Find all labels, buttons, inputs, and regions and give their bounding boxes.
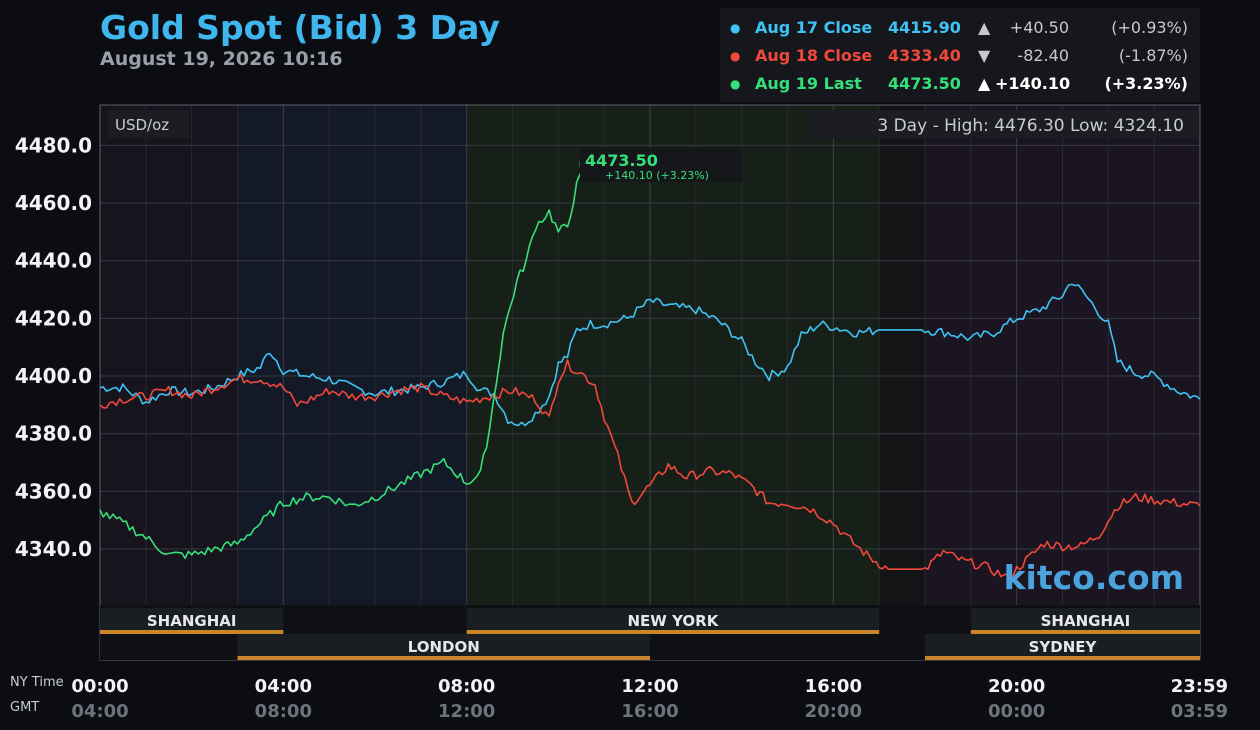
x-tick-ny: 08:00 — [438, 676, 495, 697]
legend-value: 4333.40 — [888, 46, 961, 65]
newyork-band — [466, 105, 880, 605]
legend-pct: (+3.23%) — [1104, 74, 1188, 93]
legend-value: 4473.50 — [888, 74, 961, 93]
series-line-aug-17 — [99, 283, 1201, 427]
session-box — [237, 634, 650, 656]
unit-label: USD/oz — [115, 116, 169, 134]
x-tick-gmt: 03:59 — [1171, 701, 1228, 722]
closed-band — [879, 105, 925, 605]
legend-arrow: ▲ — [978, 18, 991, 37]
legend-value: 4415.90 — [888, 18, 961, 37]
range-text: 3 Day - High: 4476.30 Low: 4324.10 — [877, 116, 1184, 136]
legend-arrow: ▲ — [978, 74, 991, 93]
x-tick-gmt: 04:00 — [71, 701, 128, 722]
last-change: +140.10 (+3.23%) — [605, 169, 709, 182]
legend-change: -82.40 — [1017, 46, 1069, 65]
y-tick-label: 4400.0 — [15, 364, 92, 388]
session-label: SYDNEY — [1029, 638, 1098, 656]
x-tick-ny: 12:00 — [621, 676, 678, 697]
legend-row-aug19: ● Aug 19 Last 4473.50 ▲ +140.10 (+3.23%) — [720, 74, 1200, 98]
y-tick-label: 4440.0 — [15, 249, 92, 273]
ny-time-label: NY Time — [10, 675, 64, 690]
last-value-box — [580, 148, 742, 182]
range-box — [806, 110, 1199, 138]
x-tick-gmt: 00:00 — [988, 701, 1045, 722]
gmt-label: GMT — [10, 700, 40, 715]
chart-date: August 19, 2026 10:16 — [100, 48, 343, 70]
session-bar — [237, 656, 650, 660]
x-tick-gmt: 12:00 — [438, 701, 495, 722]
legend-row-aug18: ● Aug 18 Close 4333.40 ▼ -82.40 (-1.87%) — [720, 46, 1200, 70]
x-tick-ny: 00:00 — [71, 676, 128, 697]
chart-overlays: USD/oz 3 Day - High: 4476.30 Low: 4324.1… — [108, 110, 1199, 597]
session-box — [925, 634, 1200, 656]
x-tick-ny: 16:00 — [805, 676, 862, 697]
legend-dot: ● — [730, 77, 741, 91]
chart-title: Gold Spot (Bid) 3 Day — [100, 8, 500, 47]
y-tick-label: 4380.0 — [15, 422, 92, 446]
legend-row-aug17: ● Aug 17 Close 4415.90 ▲ +40.50 (+0.93%) — [720, 18, 1200, 42]
session-label: SHANGHAI — [147, 612, 237, 630]
series-line-aug-19 — [99, 163, 587, 559]
session-label: SHANGHAI — [1041, 612, 1131, 630]
x-tick-ny: 23:59 — [1171, 676, 1228, 697]
session-bar — [100, 630, 284, 634]
legend-pct: (+0.93%) — [1111, 18, 1188, 37]
legend-name: Aug 18 Close — [755, 46, 873, 65]
last-value: 4473.50 — [585, 151, 658, 170]
y-tick-label: 4340.0 — [15, 537, 92, 561]
session-bar — [970, 630, 1200, 634]
x-tick-gmt: 16:00 — [621, 701, 678, 722]
series-line-aug-18 — [99, 359, 1201, 580]
session-label: NEW YORK — [628, 612, 720, 630]
session-box — [970, 608, 1200, 630]
unit-label-box — [108, 110, 190, 138]
x-tick-gmt: 08:00 — [255, 701, 312, 722]
session-bar — [466, 630, 880, 634]
session-bar — [925, 656, 1200, 660]
session-label: LONDON — [408, 638, 480, 656]
legend-name: Aug 17 Close — [755, 18, 873, 37]
legend-arrow: ▼ — [978, 46, 991, 65]
legend-name: Aug 19 Last — [755, 74, 862, 93]
legend-dot: ● — [730, 21, 741, 35]
london-band — [237, 105, 467, 605]
legend-pct: (-1.87%) — [1118, 46, 1188, 65]
x-tick-gmt: 20:00 — [805, 701, 862, 722]
axes: 4480.0 4460.0 4440.0 4420.0 4400.0 4380.0 4360… — [15, 133, 1228, 722]
y-tick-label: 4480.0 — [15, 133, 92, 157]
y-tick-label: 4420.0 — [15, 306, 92, 330]
x-tick-ny: 20:00 — [988, 676, 1045, 697]
legend-dot: ● — [730, 49, 741, 63]
session-box — [466, 608, 880, 630]
legend: ● Aug 17 Close 4415.90 ▲ +40.50 (+0.93%)… — [720, 8, 1200, 102]
kitco-watermark: kitco.com — [1004, 558, 1184, 597]
legend-change: +140.10 — [995, 74, 1071, 93]
y-tick-label: 4360.0 — [15, 479, 92, 503]
y-tick-label: 4460.0 — [15, 191, 92, 215]
market-sessions: SHANGHAI NEW YORK SHANGHAI LONDON SYDNEY — [100, 605, 1200, 660]
session-box — [100, 608, 284, 630]
legend-change: +40.50 — [1009, 18, 1069, 37]
x-tick-ny: 04:00 — [255, 676, 312, 697]
